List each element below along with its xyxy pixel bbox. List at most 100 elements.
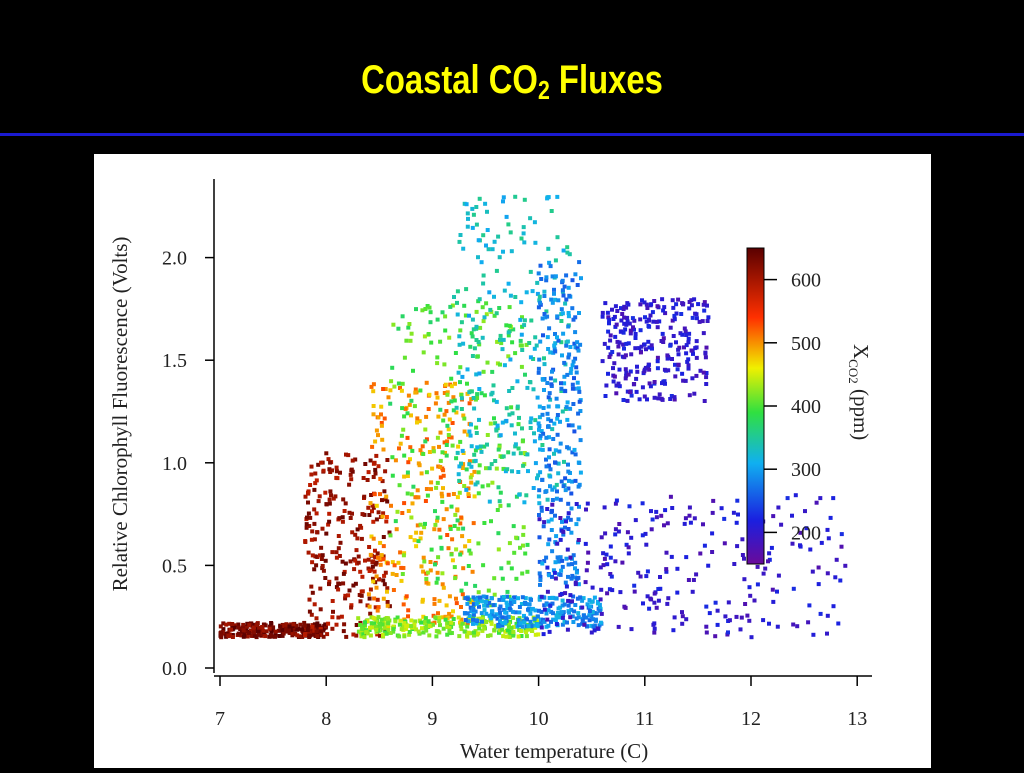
scatter-point (542, 312, 547, 316)
scatter-point (481, 563, 486, 568)
scatter-point (227, 621, 232, 626)
scatter-point (421, 569, 426, 574)
scatter-point (368, 552, 373, 557)
scatter-point (544, 611, 549, 616)
scatter-point (494, 612, 499, 617)
scatter-point (706, 563, 711, 568)
scatter-point (358, 569, 363, 574)
scatter-point (652, 591, 657, 596)
scatter-point (570, 386, 575, 391)
scatter-point (369, 534, 374, 539)
scatter-point (608, 555, 613, 560)
scatter-point (613, 527, 618, 532)
scatter-point (520, 324, 525, 329)
scatter-point (360, 627, 365, 632)
scatter-point (570, 363, 575, 368)
scatter-point (547, 573, 552, 578)
scatter-point (484, 611, 489, 616)
scatter-point (698, 368, 703, 373)
scatter-point (256, 632, 261, 637)
scatter-point (273, 634, 278, 639)
scatter-point (452, 524, 457, 528)
scatter-point (482, 626, 487, 631)
scatter-point (482, 393, 487, 398)
scatter-point (818, 496, 823, 501)
scatter-point (562, 381, 567, 386)
scatter-point (514, 535, 519, 540)
scatter-point (400, 406, 405, 411)
scatter-point (559, 479, 564, 484)
scatter-point (474, 621, 479, 626)
scatter-point (376, 615, 381, 620)
scatter-point (459, 515, 464, 520)
scatter-point (472, 452, 477, 457)
scatter-point (621, 307, 626, 312)
scatter-point (497, 255, 502, 260)
scatter-point (680, 621, 685, 626)
scatter-point (632, 382, 637, 386)
scatter-point (331, 609, 335, 614)
scatter-point (542, 362, 547, 367)
scatter-point (382, 489, 387, 494)
scatter-point (527, 602, 532, 607)
scatter-point (598, 565, 603, 570)
scatter-point (440, 494, 445, 499)
scatter-point (668, 494, 673, 499)
scatter-point (472, 469, 477, 474)
scatter-point (551, 617, 556, 622)
scatter-point (445, 621, 450, 626)
scatter-point (471, 617, 475, 622)
scatter-point (702, 308, 707, 313)
scatter-point (590, 585, 595, 590)
scatter-point (551, 568, 556, 573)
scatter-point (752, 598, 757, 603)
scatter-point (548, 484, 552, 489)
scatter-point (573, 345, 578, 350)
scatter-point (684, 333, 689, 337)
scatter-point (545, 617, 550, 622)
scatter-point (341, 571, 346, 576)
scatter-point (563, 476, 568, 481)
scatter-point (549, 517, 554, 522)
scatter-point (561, 293, 566, 298)
scatter-point (519, 236, 524, 241)
scatter-point (533, 461, 538, 466)
scatter-point (603, 531, 608, 536)
scatter-point (608, 333, 613, 338)
scatter-point (761, 571, 766, 576)
scatter-point (500, 420, 505, 425)
scatter-point (363, 558, 367, 563)
scatter-point (416, 629, 421, 634)
scatter-point (427, 633, 432, 638)
scatter-point (498, 362, 502, 367)
scatter-point (424, 414, 429, 419)
scatter-point (404, 338, 409, 343)
scatter-point (367, 569, 372, 573)
scatter-point (566, 501, 571, 506)
scatter-point (526, 607, 530, 612)
scatter-point (347, 588, 352, 593)
scatter-point (370, 560, 375, 565)
scatter-point (680, 332, 685, 337)
scatter-point (385, 600, 390, 604)
scatter-point (358, 599, 363, 604)
scatter-point (664, 567, 669, 572)
scatter-point (473, 448, 478, 453)
scatter-point (539, 508, 544, 513)
scatter-point (528, 619, 533, 624)
scatter-point (416, 495, 421, 500)
scatter-point (628, 328, 633, 333)
scatter-point (433, 509, 437, 514)
scatter-point (356, 616, 361, 621)
scatter-point (504, 418, 509, 423)
scatter-point (607, 587, 612, 592)
scatter-point (337, 554, 342, 558)
scatter-point (566, 515, 571, 520)
scatter-point (390, 455, 395, 460)
scatter-point (470, 569, 475, 574)
scatter-point (497, 606, 502, 611)
scatter-point (529, 416, 534, 421)
scatter-point (330, 468, 334, 473)
scatter-point (537, 427, 541, 432)
scatter-point (536, 271, 541, 276)
